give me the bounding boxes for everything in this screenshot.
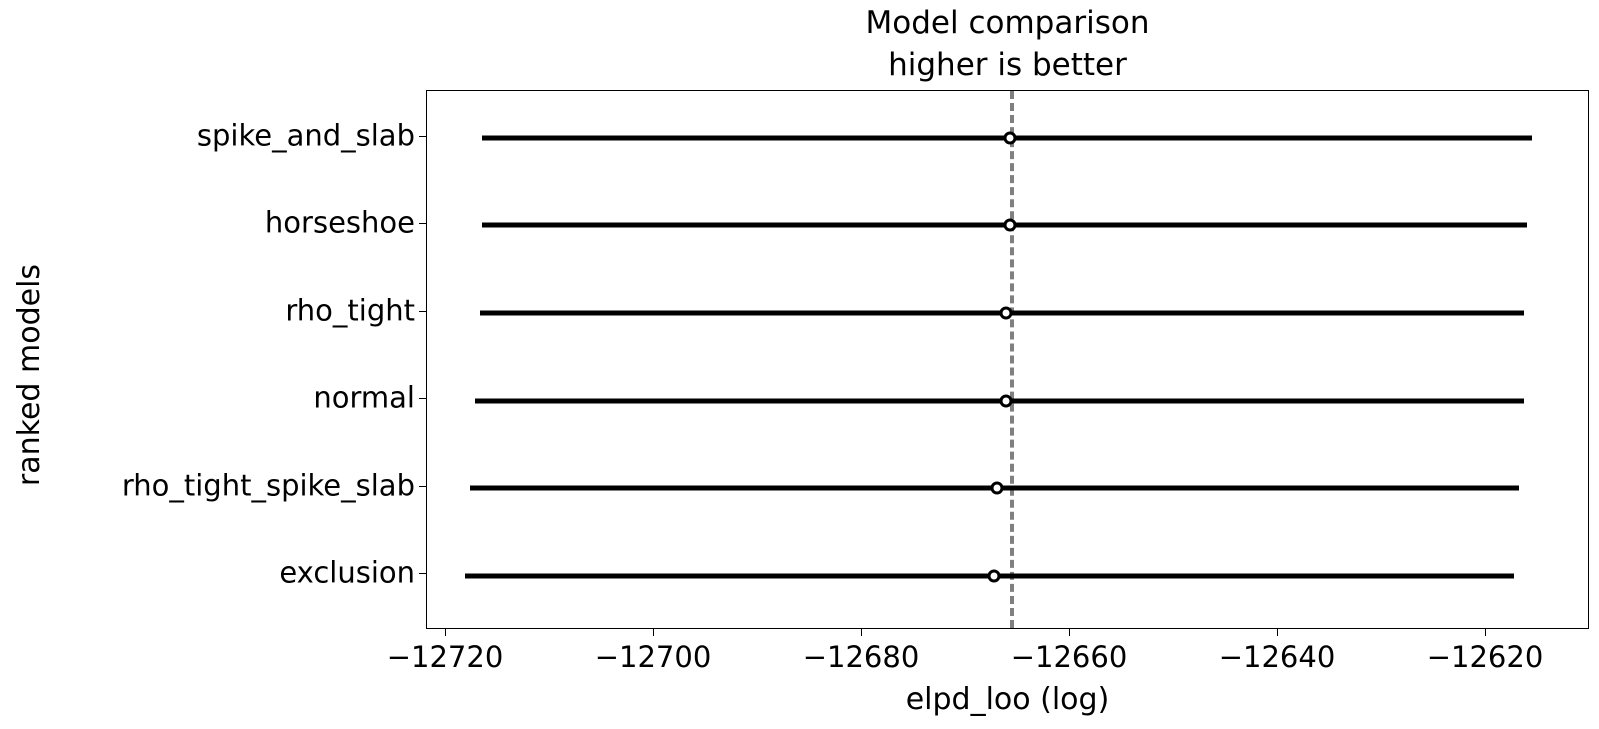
y-tick-mark-spike_and_slab [419,136,426,137]
chart-title: Model comparison higher is better [426,2,1589,86]
point-marker-normal [999,394,1013,408]
x-axis-label: elpd_loo (log) [905,682,1110,717]
x-tick-mark-5 [1485,629,1486,636]
y-tick-label-rho_tight: rho_tight [285,293,415,328]
y-tick-label-horseshoe: horseshoe [264,205,415,240]
y-tick-label-spike_and_slab: spike_and_slab [196,118,415,153]
x-tick-mark-2 [861,629,862,636]
x-tick-mark-4 [1277,629,1278,636]
interval-bar-normal [474,398,1524,404]
y-tick-label-rho_tight_spike_slab: rho_tight_spike_slab [121,468,415,503]
y-tick-mark-rho_tight [419,311,426,312]
chart-title-line2: higher is better [888,47,1127,83]
y-tick-mark-exclusion [419,573,426,574]
point-marker-exclusion [987,569,1001,583]
x-tick-label-5: −12620 [1426,640,1544,674]
point-marker-rho_tight_spike_slab [990,481,1004,495]
chart-title-line1: Model comparison [865,5,1150,41]
y-axis-label: ranked models [12,263,47,487]
x-tick-mark-0 [445,629,446,636]
x-tick-label-2: −12680 [802,640,920,674]
x-tick-label-4: −12640 [1218,640,1336,674]
point-marker-spike_and_slab [1003,131,1017,145]
y-tick-label-normal: normal [313,380,415,415]
x-tick-mark-3 [1069,629,1070,636]
x-tick-mark-1 [653,629,654,636]
y-tick-label-exclusion: exclusion [279,555,415,590]
point-marker-horseshoe [1003,218,1017,232]
x-tick-label-0: −12720 [386,640,504,674]
point-marker-rho_tight [999,306,1013,320]
x-tick-label-3: −12660 [1010,640,1128,674]
x-tick-label-1: −12700 [594,640,712,674]
y-tick-mark-horseshoe [419,223,426,224]
y-tick-mark-rho_tight_spike_slab [419,486,426,487]
reference-vline [1009,91,1014,628]
y-tick-mark-normal [419,398,426,399]
plot-area [426,90,1589,629]
